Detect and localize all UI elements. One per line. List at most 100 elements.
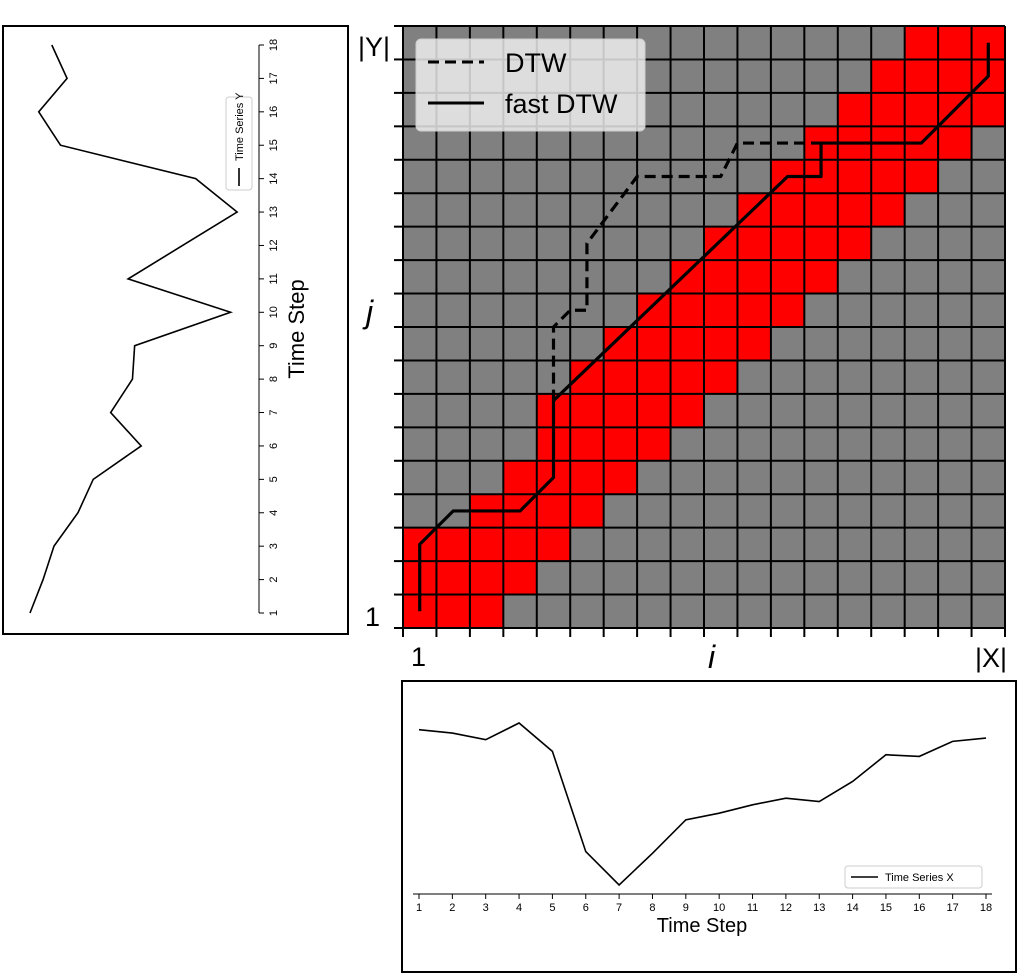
panel-y-tick-label: 3: [268, 543, 280, 549]
band-cell: [837, 226, 872, 261]
panel-y-tick-label: 16: [268, 106, 280, 118]
band-cell: [704, 226, 738, 261]
panel-x-tick-label: 11: [747, 902, 758, 914]
panel-x-tick-label: 14: [846, 902, 858, 914]
panel-y-tick-label: 12: [268, 239, 280, 251]
panel-y-tick-label: 17: [268, 72, 280, 84]
band-cell: [603, 360, 638, 394]
band-cell: [670, 360, 704, 394]
band-cell: [670, 393, 704, 428]
panel-y-legend-box: [225, 96, 253, 191]
y-top-label: |Y|: [358, 32, 390, 62]
fast-dtw-path: [418, 42, 990, 612]
band-cell: [637, 293, 671, 327]
band-cell: [503, 527, 537, 562]
panel-y-axis-label: Time Step: [284, 279, 309, 378]
grid-ticks: [394, 25, 1006, 637]
band-cell: [570, 460, 604, 495]
panel-y-tick-label: 18: [268, 39, 280, 51]
band-cell: [503, 561, 537, 595]
legend-dtw-label: DTW: [505, 48, 567, 78]
band-cell: [536, 527, 571, 562]
band-cell: [704, 293, 738, 327]
panel-x-tick-label: 7: [616, 902, 622, 914]
panel-x-ticks: 1 2 3 4 5 6 7 8 9 10 11 12 13 14 15 16 17 18: [416, 894, 992, 914]
band-cell: [871, 159, 905, 194]
band-cell: [637, 393, 671, 428]
band-cell: [503, 460, 537, 495]
band-cell: [436, 527, 470, 562]
panel-x-tick-label: 15: [880, 902, 892, 914]
band-cell: [704, 327, 738, 361]
panel-x-tick-label: 3: [483, 902, 489, 914]
panel-x-tick-label: 4: [516, 902, 522, 914]
j-axis-label: j: [362, 294, 374, 330]
band-cell: [804, 260, 838, 294]
panel-y-tick-label: 10: [268, 306, 280, 318]
panel-y-tick-label: 9: [268, 343, 280, 349]
y-bottom-label: 1: [365, 602, 380, 632]
band-cell: [904, 159, 939, 194]
panel-x-legend-label: Time Series X: [885, 872, 954, 884]
band-cell: [436, 594, 470, 628]
panel-y-tick-label: 5: [268, 476, 280, 482]
band-cell: [971, 92, 1005, 127]
time-series-x-panel: 1 2 3 4 5 6 7 8 9 10 11 12 13 14 15 16 17 18 Time Step Ti…: [401, 680, 1017, 973]
legend-box: [415, 38, 646, 132]
panel-x-tick-label: 2: [449, 902, 455, 914]
band-cell: [570, 427, 604, 461]
band-cell: [770, 260, 805, 294]
panel-y-legend: Time Series Y: [225, 92, 253, 191]
band-cell: [837, 159, 872, 194]
band-cell: [837, 193, 872, 227]
band-cell: [804, 226, 838, 261]
band-cell: [670, 327, 704, 361]
band-cell: [737, 293, 771, 327]
panel-x-legend-box: [844, 865, 983, 889]
time-series-y-line: [29, 44, 239, 614]
panel-y-tick-label: 15: [268, 139, 280, 151]
band-cell: [938, 126, 972, 160]
band-cell: [570, 360, 604, 394]
x-start-label: 1: [411, 642, 426, 672]
panel-x-tick-label: 5: [549, 902, 555, 914]
band-cell: [871, 59, 905, 93]
panel-x-legend: Time Series X: [844, 865, 983, 889]
panel-y-tick-label: 2: [268, 577, 280, 583]
panel-x-tick-label: 16: [913, 902, 925, 914]
band-cell: [904, 26, 939, 60]
band-cell: [938, 26, 972, 60]
band-cell: [469, 561, 504, 595]
panel-y-frame: [2, 25, 349, 635]
panel-x-tick-label: 6: [583, 902, 589, 914]
band-cell: [536, 494, 571, 528]
band-cell: [570, 393, 604, 428]
i-axis-label: i: [708, 639, 716, 675]
panel-y-tick-label: 11: [268, 273, 280, 284]
band-cell: [904, 59, 939, 93]
panel-y-legend-label: Time Series Y: [234, 92, 246, 161]
panel-x-tick-label: 1: [416, 902, 422, 914]
band-cell: [737, 226, 771, 261]
x-end-label: |X|: [975, 643, 1007, 673]
band-cell: [670, 293, 704, 327]
band-cell: [603, 327, 638, 361]
band-cell: [603, 427, 638, 461]
band-cell: [436, 561, 470, 595]
panel-y-tick-label: 4: [268, 510, 280, 516]
panel-y-tick-label: 14: [268, 173, 280, 185]
panel-x-tick-label: 10: [713, 902, 725, 914]
band-cell: [603, 460, 638, 495]
band-cell: [704, 260, 738, 294]
band-cell: [637, 360, 671, 394]
panel-x-axis-label: Time Step: [657, 915, 747, 937]
warping-paths: [418, 42, 990, 612]
band-cell: [770, 293, 805, 327]
panel-x-tick-label: 8: [649, 902, 655, 914]
band-cell: [469, 594, 504, 628]
grid-legend: DTW fast DTW: [415, 38, 646, 132]
panel-y-tick-label: 8: [268, 376, 280, 382]
